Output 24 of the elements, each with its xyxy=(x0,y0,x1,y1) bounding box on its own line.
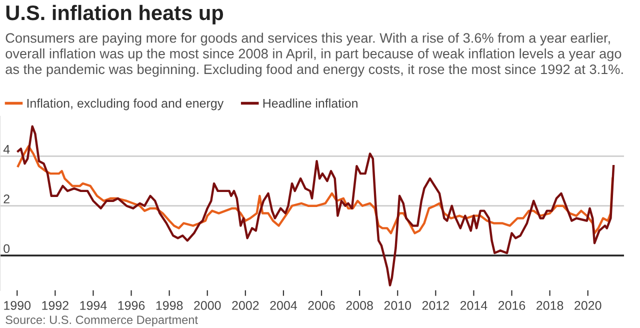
x-tick-label: 2016 xyxy=(498,301,526,310)
x-tick-label: 2006 xyxy=(308,301,335,310)
y-tick-label: 0 xyxy=(4,244,10,254)
y-tick-label: 2 xyxy=(4,194,10,204)
x-tick-label: 2008 xyxy=(346,301,373,310)
legend-label: Inflation, excluding food and energy xyxy=(27,98,224,110)
x-tick-label: 1998 xyxy=(156,301,183,310)
x-tick-label: 2004 xyxy=(270,301,298,310)
x-tick-label: 1996 xyxy=(118,301,145,310)
chart-title: U.S. inflation heats up xyxy=(6,4,224,24)
x-tick-label: 2000 xyxy=(194,301,221,310)
source-note: Source: U.S. Commerce Department xyxy=(6,316,198,326)
x-tick-label: 1992 xyxy=(42,301,68,310)
x-tick-label: 2012 xyxy=(422,301,449,310)
x-tick-label: 2020 xyxy=(574,301,602,310)
x-tick-label: 1990 xyxy=(4,301,31,310)
chart-subtitle: Consumers are paying more for goods and services this year. With a rise of 3.6% from a year earlier, overall inflation was up the most since 2008 in April, in part because of weak inflation levels a year ago as the pandemic was beginning. Excluding food and energy costs, it rose the most since 1992 at 3.1%. xyxy=(6,32,623,77)
x-tick-label: 2014 xyxy=(460,301,488,310)
legend-label: Headline inflation xyxy=(263,98,358,108)
x-tick-label: 2002 xyxy=(232,301,259,310)
y-tick-label: 4 xyxy=(3,144,10,154)
x-tick-label: 2010 xyxy=(384,301,412,310)
x-tick-label: 1994 xyxy=(80,301,107,310)
x-tick-label: 2018 xyxy=(536,301,564,310)
